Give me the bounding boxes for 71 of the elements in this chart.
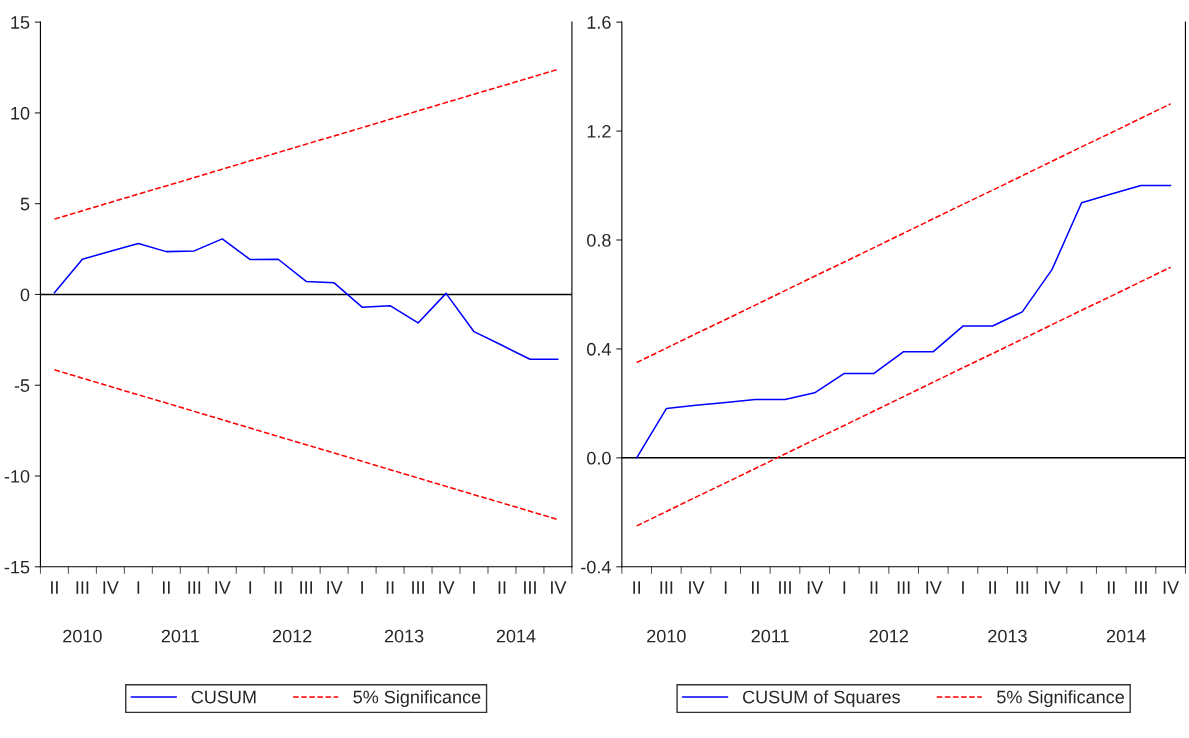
text: 2012 [273,629,312,643]
y-tick-label: 15 [11,16,30,29]
x-tick-label: II [870,581,878,594]
x-tick-label: II [51,581,58,594]
text: 2013 [988,629,1027,643]
x-tick-label: III [188,581,201,594]
x-tick-label: I [962,581,964,594]
x-tick-label: III [300,581,313,594]
x-tick-label: III [524,581,536,594]
y-tick-label: -15 [4,560,30,574]
text: 2011 [751,629,789,643]
y-tick-label: -0.4 [581,560,611,574]
y-tick-label: 0.8 [587,233,611,247]
x-tick-label: III [412,581,424,594]
x-tick-label: I [473,581,475,594]
x-tick-label: II [498,581,506,594]
x-tick-label: II [162,581,170,594]
x-tick-label: IV [926,581,942,594]
x-tick-label: II [989,581,996,594]
y-tick-label: -5 [14,379,30,392]
line-series [635,184,1172,459]
x-tick-label: II [751,581,759,594]
y-tick-label: 5 [20,197,30,211]
x-tick-label: IV [1163,581,1180,594]
x-tick-label: III [76,581,89,594]
text: 2012 [869,629,908,643]
x-tick-label: II [1107,581,1115,594]
text: 2010 [647,629,686,643]
x-tick-label: I [361,581,363,594]
x-tick-label: IV [439,581,455,594]
x-tick-label: IV [103,581,119,594]
x-tick-label: IV [807,581,824,594]
x-tick-label: III [660,581,673,594]
line-series [53,369,559,521]
legend-label: CUSUM of Squares [743,690,900,707]
line-series [53,68,559,220]
x-tick-label: IV [689,581,705,594]
x-tick-label: IV [327,581,343,594]
y-tick-label: 1.6 [587,16,611,29]
text: 2014 [1106,629,1146,643]
legend-label: CUSUM [191,690,256,704]
x-tick-label: I [1080,581,1083,594]
y-tick-label: -10 [4,469,30,483]
text: 2010 [63,629,102,643]
x-tick-label: II [274,581,282,594]
x-tick-label: IV [215,581,231,594]
y-tick-label: 0 [20,288,30,302]
x-tick-label: III [1016,581,1029,594]
x-tick-label: III [897,581,910,594]
text: 2013 [384,629,424,643]
legend-label: 5% Significance [353,690,481,707]
x-tick-label: III [779,581,791,594]
y-tick-label: 0.0 [587,451,611,465]
x-tick-label: III [1135,581,1147,594]
x-tick-label: I [843,581,846,594]
y-tick-label: 10 [11,106,30,120]
y-tick-label: 1.2 [587,125,611,138]
text: 2011 [161,629,199,643]
y-tick-label: 0.4 [587,342,611,356]
text: 2014 [496,629,536,643]
x-tick-label: I [724,581,727,594]
x-tick-label: II [386,581,394,594]
x-tick-label: I [249,581,252,594]
line-series [635,103,1172,364]
legend-label: 5% Significance [997,690,1124,707]
x-tick-label: IV [551,581,567,594]
line-series [53,238,559,361]
x-tick-label: II [633,581,641,594]
line-series [635,266,1172,527]
x-tick-label: I [137,581,140,594]
x-tick-label: IV [1045,581,1061,594]
